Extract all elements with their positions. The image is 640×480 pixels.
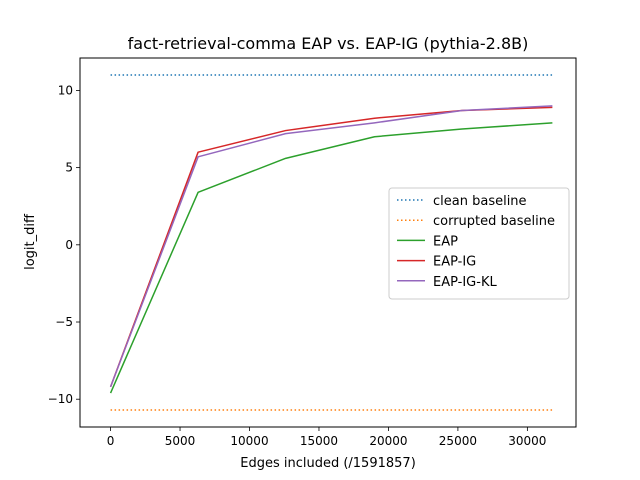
- x-tick-label: 0: [107, 434, 115, 448]
- y-tick-label: −10: [48, 392, 73, 406]
- x-axis-ticks: 0 5000 10000 15000 20000 25000 30000: [107, 427, 546, 448]
- y-tick-label: 5: [65, 161, 73, 175]
- plot-lines: [109, 74, 553, 411]
- legend-label-eap-ig: EAP-IG: [433, 255, 476, 270]
- y-tick-label: −5: [55, 315, 73, 329]
- legend: clean baseline corrupted baseline EAP EAP-I…: [388, 187, 570, 300]
- y-tick-label: 0: [65, 238, 73, 252]
- x-tick-label: 25000: [439, 434, 477, 448]
- y-axis-ticks: −10 −5 0 5 10: [48, 83, 80, 406]
- plot-frame: [79, 57, 577, 428]
- legend-label-eap: EAP: [433, 234, 458, 249]
- chart-title: fact-retrieval-comma EAP vs. EAP-IG (pyt…: [128, 34, 529, 53]
- x-tick-label: 10000: [230, 434, 268, 448]
- legend-label-clean-baseline: clean baseline: [433, 194, 527, 209]
- x-tick-label: 30000: [508, 434, 546, 448]
- legend-box: [388, 187, 570, 300]
- x-tick-label: 20000: [369, 434, 407, 448]
- y-tick-label: 10: [58, 83, 73, 97]
- y-axis-label: logit_diff: [23, 213, 38, 270]
- series-line-eap: [109, 122, 553, 394]
- legend-label-eap-ig-kl: EAP-IG-KL: [433, 275, 497, 290]
- series-line-eap-ig-kl: [109, 105, 553, 388]
- x-axis-label: Edges included (/1591857): [240, 456, 416, 471]
- x-tick-label: 5000: [165, 434, 196, 448]
- x-tick-label: 15000: [300, 434, 338, 448]
- legend-label-corrupted-baseline: corrupted baseline: [433, 214, 555, 229]
